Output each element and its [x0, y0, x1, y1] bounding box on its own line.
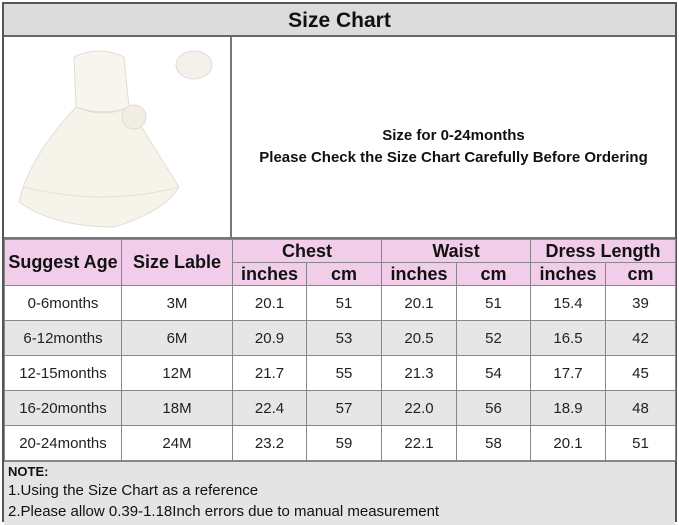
header-inches: inches	[530, 262, 607, 286]
table-cell: 54	[456, 355, 532, 391]
note-item: 2.Please allow 0.39-1.18Inch errors due …	[8, 503, 440, 520]
table-cell: 6M	[121, 320, 233, 356]
table-cell: 3M	[121, 285, 233, 321]
table-cell: 53	[305, 320, 383, 356]
intro-line-1: Size for 0-24months	[382, 127, 525, 144]
header-size: Size Lable	[121, 239, 233, 286]
intro-line-2: Please Check the Size Chart Carefully Be…	[259, 149, 648, 166]
table-cell: 20-24months	[4, 425, 122, 461]
table-cell: 16-20months	[4, 390, 122, 426]
table-cell: 22.4	[232, 390, 307, 426]
notes-label: NOTE:	[8, 464, 49, 479]
table-cell: 21.7	[232, 355, 307, 391]
table-cell: 12-15months	[4, 355, 122, 391]
table-cell: 23.2	[232, 425, 307, 461]
chart-title: Size Chart	[4, 4, 675, 37]
notes: NOTE: 1.Using the Size Chart as a refere…	[4, 461, 675, 525]
table-cell: 55	[305, 355, 383, 391]
table-cell: 16.5	[530, 320, 607, 356]
header-age: Suggest Age	[4, 239, 122, 286]
table-cell: 20.5	[381, 320, 458, 356]
table-cell: 56	[456, 390, 532, 426]
header-waist: Waist	[381, 239, 532, 263]
table-cell: 24M	[121, 425, 233, 461]
table-cell: 18.9	[530, 390, 607, 426]
header-cm: cm	[605, 262, 677, 286]
table-cell: 58	[456, 425, 532, 461]
header-inches: inches	[381, 262, 458, 286]
table-row: 20-24months 24M 23.2 59 22.1 58 20.1 51	[4, 425, 677, 461]
note-item: 1.Using the Size Chart as a reference	[8, 482, 259, 499]
table-cell: 51	[605, 425, 677, 461]
table-cell: 51	[456, 285, 532, 321]
table-row: 16-20months 18M 22.4 57 22.0 56 18.9 48	[4, 390, 677, 426]
table-cell: 45	[605, 355, 677, 391]
header-chest: Chest	[231, 239, 383, 263]
table-cell: 12M	[121, 355, 233, 391]
table-cell: 51	[305, 285, 383, 321]
table-cell: 18M	[121, 390, 233, 426]
table-cell: 15.4	[530, 285, 607, 321]
table-cell: 57	[305, 390, 383, 426]
header-cm: cm	[456, 262, 532, 286]
table-cell: 20.1	[381, 285, 458, 321]
size-table: Suggest Age Size Lable Chest Waist Dress…	[4, 239, 677, 461]
table-cell: 20.1	[232, 285, 307, 321]
table-cell: 42	[605, 320, 677, 356]
header-cm: cm	[305, 262, 383, 286]
table-cell: 52	[456, 320, 532, 356]
table-cell: 20.9	[232, 320, 307, 356]
dress-image	[4, 37, 232, 237]
table-cell: 59	[305, 425, 383, 461]
table-row: 12-15months 12M 21.7 55 21.3 54 17.7 45	[4, 355, 677, 391]
table-cell: 39	[605, 285, 677, 321]
table-cell: 17.7	[530, 355, 607, 391]
table-cell: 22.0	[381, 390, 458, 426]
table-cell: 0-6months	[4, 285, 122, 321]
header-length: Dress Length	[530, 239, 677, 263]
table-cell: 21.3	[381, 355, 458, 391]
table-row: 0-6months 3M 20.1 51 20.1 51 15.4 39	[4, 285, 677, 321]
table-cell: 22.1	[381, 425, 458, 461]
table-cell: 6-12months	[4, 320, 122, 356]
table-cell: 20.1	[530, 425, 607, 461]
header-inches: inches	[232, 262, 307, 286]
table-cell: 48	[605, 390, 677, 426]
table-row: 6-12months 6M 20.9 53 20.5 52 16.5 42	[4, 320, 677, 356]
